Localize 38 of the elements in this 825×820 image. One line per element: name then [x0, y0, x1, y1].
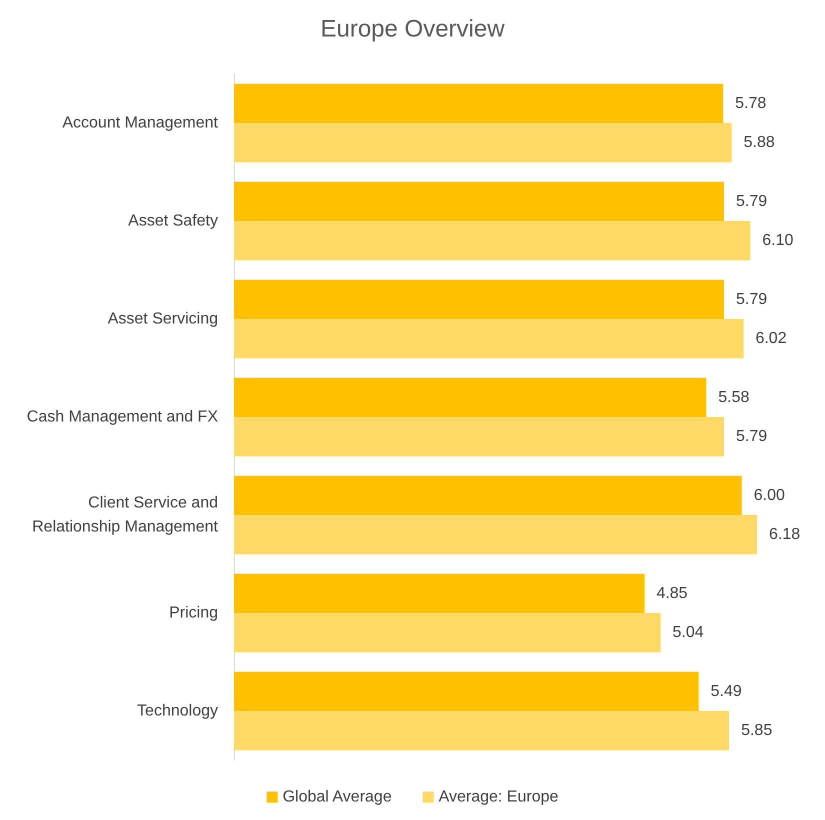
bar [234, 711, 730, 750]
data-label: 6.10 [762, 232, 794, 250]
data-label: 5.79 [736, 428, 768, 446]
data-label: 5.04 [672, 624, 704, 642]
y-tick-label: Cash Management and FX [26, 408, 218, 426]
data-label: 6.02 [755, 330, 787, 348]
data-label: 5.88 [744, 134, 775, 152]
y-tick-label: Client Service and Relationship Management [32, 494, 219, 536]
data-label: 5.79 [736, 290, 768, 308]
bar [234, 613, 661, 652]
bar [234, 574, 644, 613]
data-label: 5.78 [735, 94, 766, 112]
data-label: 5.79 [736, 192, 768, 210]
bar [234, 84, 724, 123]
bar [234, 221, 750, 260]
legend-label: Average: Europe [438, 788, 558, 806]
data-label: 5.49 [710, 682, 742, 700]
bar [234, 515, 757, 554]
y-tick-label: Account Management [62, 114, 219, 132]
legend-label: Global Average [282, 788, 392, 806]
bar [234, 417, 724, 456]
chart-title: Europe Overview [320, 16, 506, 42]
bar [234, 476, 742, 515]
y-tick-label: Asset Servicing [108, 310, 218, 328]
bar [234, 123, 732, 162]
y-tick-label: Asset Safety [128, 212, 218, 230]
bar [234, 378, 706, 417]
data-label: 5.58 [718, 388, 750, 406]
bar [234, 280, 724, 319]
data-label: 6.18 [769, 526, 800, 544]
bar [234, 672, 699, 711]
data-label: 6.00 [754, 486, 786, 504]
bar [234, 182, 724, 221]
data-label: 4.85 [656, 584, 688, 602]
bar [234, 319, 744, 358]
y-tick-label: Technology [137, 702, 218, 720]
y-tick-label: Pricing [169, 604, 218, 622]
data-label: 5.85 [741, 722, 772, 740]
